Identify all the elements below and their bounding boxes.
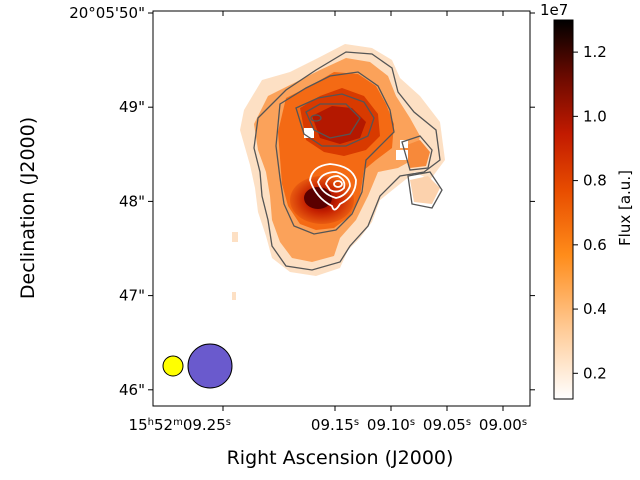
masked-pixel	[396, 150, 408, 160]
gray-contour	[310, 114, 322, 122]
x-tick-label: 09.15s	[311, 416, 359, 434]
emission-right-detached	[410, 176, 440, 204]
emission-upper-core	[312, 106, 366, 144]
colorbar-tick-label: 0.8	[583, 172, 607, 190]
emission-lower-core	[304, 187, 332, 209]
y-axis: 20°05'50" 49" 48" 47" 46"	[69, 4, 535, 399]
flux-map	[162, 44, 445, 389]
colorbar-tick-label: 0.2	[583, 364, 607, 382]
isolated-pixel	[232, 292, 236, 300]
colorbar-tick-label: 0.4	[583, 300, 607, 318]
y-tick-label: 46"	[119, 381, 145, 399]
gray-contour	[305, 103, 361, 139]
colorbar-ticks: 0.2 0.4 0.6 0.8 1.0 1.2	[573, 43, 607, 382]
colorbar-gradient	[553, 19, 574, 400]
colorbar-label: Flux [a.u.]	[616, 170, 634, 246]
white-contours	[309, 163, 357, 211]
emission-right-patch	[404, 140, 430, 168]
white-contour	[317, 171, 351, 199]
x-tick-label: 15h52m09.25s	[129, 416, 231, 434]
y-axis-title: Declination (J2000)	[17, 117, 39, 299]
masked-pixel	[304, 128, 314, 138]
white-contour	[333, 180, 343, 188]
x-tick-label: 09.10s	[367, 416, 415, 434]
white-contour	[309, 163, 357, 211]
colorbar-tick-label: 0.6	[583, 236, 607, 254]
x-tick-label: 09.00s	[479, 416, 527, 434]
colorbar: 0.2 0.4 0.6 0.8 1.0 1.2 1e7 Flux [a.u.]	[540, 1, 634, 400]
x-tick-label: 09.05s	[423, 416, 471, 434]
x-axis: 15h52m09.25s 09.15s 09.10s 09.05s 09.00s	[129, 11, 527, 434]
white-contour	[325, 175, 346, 193]
gray-contour	[253, 51, 441, 271]
gray-contour	[295, 93, 375, 147]
masked-pixel	[400, 140, 408, 148]
x-axis-title: Right Ascension (J2000)	[227, 447, 454, 469]
y-tick-label: 49"	[119, 98, 145, 116]
colorbar-tick-label: 1.2	[583, 43, 607, 61]
gray-contour	[407, 171, 443, 209]
y-tick-label: 48"	[119, 192, 145, 210]
y-tick-label: 20°05'50"	[69, 4, 145, 22]
beam-small	[162, 355, 184, 377]
y-tick-label: 47"	[119, 287, 145, 305]
isolated-pixel	[232, 232, 238, 242]
colorbar-tick-label: 1.0	[583, 107, 607, 125]
colorbar-scale-label: 1e7	[540, 1, 568, 19]
plot-frame	[152, 10, 531, 407]
gray-contour	[401, 135, 433, 171]
gray-contours	[253, 51, 443, 271]
gray-contour	[275, 71, 395, 235]
beam-large	[187, 343, 233, 389]
